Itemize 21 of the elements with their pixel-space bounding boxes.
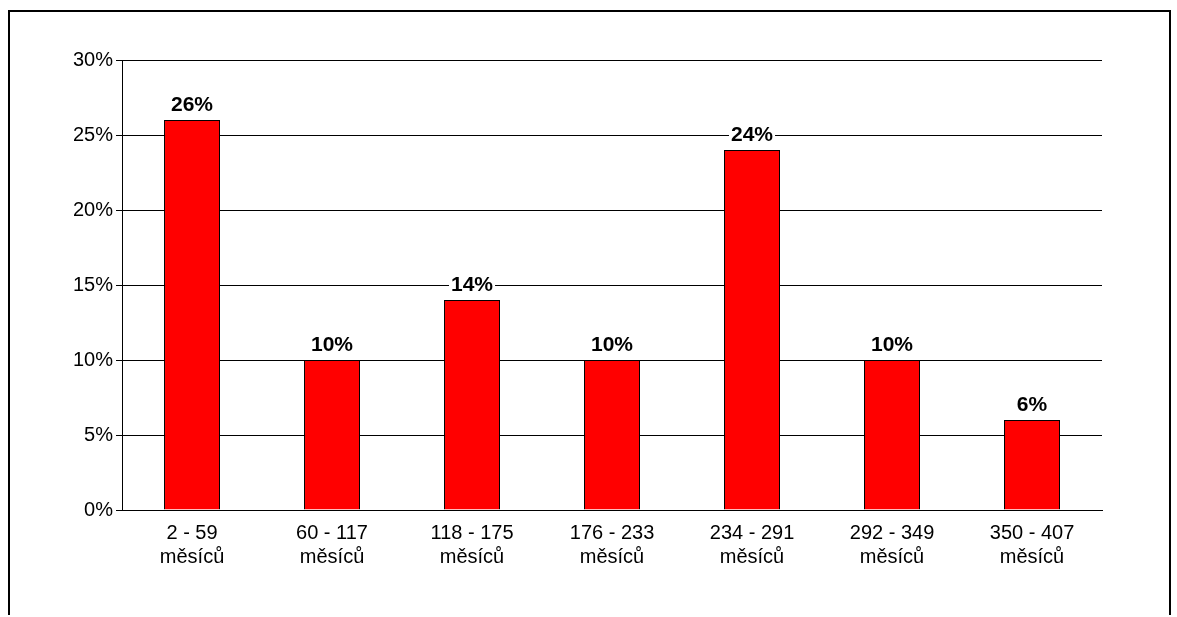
data-label: 6% — [1016, 392, 1048, 416]
x-tick-label: 234 - 291 měsíců — [709, 520, 795, 567]
data-label: 10% — [591, 332, 634, 356]
x-tick-label: 2 - 59 měsíců — [159, 520, 225, 567]
data-label: 14% — [451, 272, 494, 296]
data-label: 10% — [870, 332, 914, 356]
data-label: 24% — [730, 122, 774, 146]
x-tick-label: 350 - 407 měsíců — [989, 520, 1075, 567]
y-tick-label: 20% — [73, 197, 114, 220]
x-tick-label: 60 - 117 měsíců — [296, 520, 368, 567]
y-tick-label: 0% — [84, 497, 114, 520]
data-label: 26% — [171, 92, 214, 116]
y-tick-label: 10% — [73, 347, 114, 370]
y-tick-label: 15% — [73, 272, 114, 295]
x-tick-label: 118 - 175 měsíců — [430, 520, 514, 567]
y-tick-label: 5% — [84, 422, 114, 445]
data-label: 10% — [311, 332, 354, 356]
x-tick-label: 292 - 349 měsíců — [849, 520, 935, 567]
y-tick-label: 25% — [73, 122, 114, 145]
y-tick-label: 30% — [73, 47, 114, 70]
x-tick-label: 176 - 233 měsíců — [569, 520, 655, 567]
